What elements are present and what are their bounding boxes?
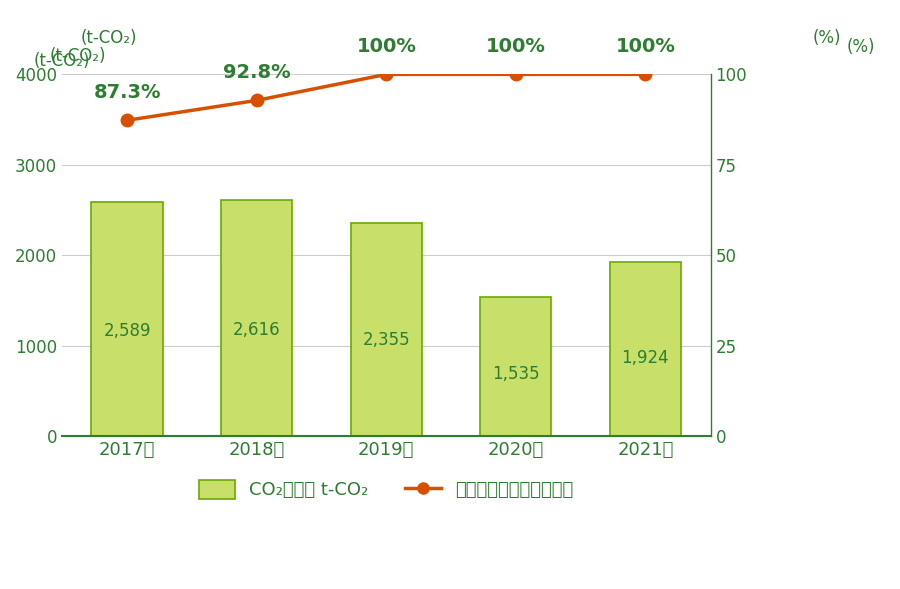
- Text: 1,924: 1,924: [622, 349, 670, 367]
- Text: 2,355: 2,355: [363, 331, 410, 349]
- Text: (%): (%): [846, 38, 875, 57]
- Bar: [221, 200, 292, 436]
- Text: (t-CO₂): (t-CO₂): [50, 47, 106, 65]
- Text: 100%: 100%: [616, 37, 675, 57]
- Bar: [92, 202, 163, 436]
- Bar: [610, 262, 681, 436]
- Text: 100%: 100%: [356, 37, 416, 57]
- Text: (t-CO₂): (t-CO₂): [34, 52, 90, 70]
- Text: 2,616: 2,616: [233, 320, 281, 339]
- Text: 87.3%: 87.3%: [94, 83, 161, 102]
- Text: (%): (%): [813, 29, 842, 48]
- Text: 1,535: 1,535: [492, 365, 540, 383]
- Legend: CO₂排出量 t-CO₂, ハイブリッドカー導入率: CO₂排出量 t-CO₂, ハイブリッドカー導入率: [192, 473, 580, 507]
- Text: 2,589: 2,589: [104, 322, 151, 340]
- Text: 100%: 100%: [486, 37, 545, 57]
- Text: (t-CO₂): (t-CO₂): [81, 29, 138, 48]
- Bar: [481, 297, 552, 436]
- Bar: [351, 223, 422, 436]
- Text: 92.8%: 92.8%: [223, 63, 291, 82]
